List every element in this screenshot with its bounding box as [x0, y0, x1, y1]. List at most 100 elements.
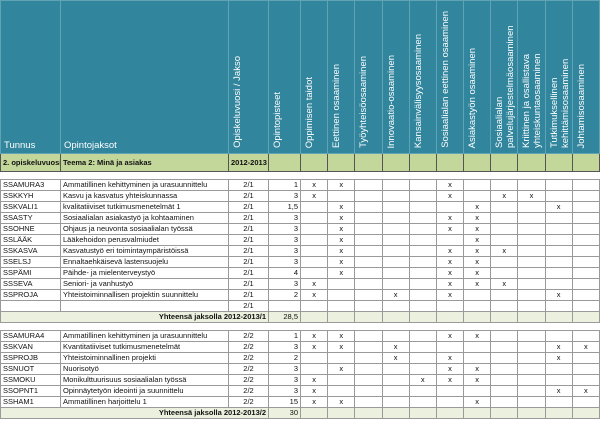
competency-mark: [381, 300, 410, 312]
total-credits: 30: [268, 407, 301, 419]
competency-mark: [408, 267, 437, 279]
competency-mark: [381, 330, 410, 342]
section-cell: [544, 153, 573, 172]
section-cell: [463, 153, 492, 172]
competency-mark: [517, 267, 546, 279]
competency-mark: [544, 267, 573, 279]
course-cell: 2/1: [228, 289, 269, 301]
competency-mark: [299, 245, 329, 257]
total-cell: [490, 407, 519, 419]
competency-mark: x: [435, 289, 465, 301]
competency-mark: x: [463, 234, 492, 246]
total-cell: [571, 407, 600, 419]
course-cell: SSLÄÄK: [0, 234, 61, 246]
competency-mark: [327, 278, 356, 290]
competency-mark: [571, 289, 600, 301]
competency-mark: [463, 300, 492, 312]
course-cell: Kasvu ja kasvatus yhteiskunnassa: [60, 190, 229, 202]
competency-mark: [381, 234, 410, 246]
column-header-text: Kansainvälisyysosaaminen: [412, 33, 424, 148]
competency-mark: x: [435, 267, 465, 279]
competency-mark: [408, 234, 437, 246]
competency-mark: [381, 385, 410, 397]
section-cell: [490, 153, 519, 172]
column-header-text: Sosiaalialan eettinen osaaminen: [439, 11, 451, 148]
competency-mark: [517, 234, 546, 246]
competency-mark: [381, 267, 410, 279]
course-cell: SSAMURA3: [0, 179, 61, 191]
course-cell: SSKASVA: [0, 245, 61, 257]
competency-mark: [490, 330, 519, 342]
competency-mark: [408, 201, 437, 213]
total-row: Yhteensä jaksolla 2012-2013/2 30: [0, 407, 600, 419]
competency-mark: x: [490, 245, 519, 257]
course-cell: SSAMURA4: [0, 330, 61, 342]
section-cell: 2. opiskeluvuosi: [0, 153, 61, 172]
course-row: SSAMURA4 Ammatillinen kehittyminen ja ura…: [0, 330, 600, 342]
column-header: Johtamisosaaminen: [571, 0, 600, 154]
competency-mark: [381, 179, 410, 191]
competency-mark: x: [327, 223, 356, 235]
competency-mark: [544, 396, 573, 408]
course-cell: 15: [268, 396, 301, 408]
competency-mark: x: [299, 179, 329, 191]
course-row: SSPÄMI Päihde- ja mielenterveystyö 2/1 4 x x x: [0, 267, 600, 279]
competency-mark: x: [490, 278, 519, 290]
competency-mark: [517, 330, 546, 342]
total-cell: [517, 311, 546, 323]
competency-mark: [571, 352, 600, 364]
total-cell: [490, 311, 519, 323]
course-cell: 2/1: [228, 267, 269, 279]
course-cell: [268, 300, 301, 312]
competency-mark: x: [327, 179, 356, 191]
competency-mark: [463, 352, 492, 364]
competency-mark: x: [327, 363, 356, 375]
competency-mark: [354, 201, 383, 213]
competency-mark: [571, 212, 600, 224]
competency-mark: x: [435, 190, 465, 202]
course-cell: Seniori- ja vanhustyö: [60, 278, 229, 290]
competency-mark: [381, 201, 410, 213]
competency-mark: [299, 223, 329, 235]
course-cell: 3: [268, 223, 301, 235]
column-header-text: Eettinen osaaminen: [331, 64, 343, 148]
spacer-row: [0, 171, 600, 180]
course-cell: 2: [268, 352, 301, 364]
total-cell: [299, 407, 329, 419]
competency-mark: [381, 223, 410, 235]
competency-mark: x: [435, 179, 465, 191]
competency-mark: x: [327, 212, 356, 224]
section-cell: Teema 2: Minä ja asiakas: [60, 153, 229, 172]
competency-mark: [490, 363, 519, 375]
competency-mark: [517, 374, 546, 386]
course-cell: Ohjaus ja neuvonta sosiaalialan työssä: [60, 223, 229, 235]
competency-mark: [354, 385, 383, 397]
course-cell: Lääkehoidon perusvalmiudet: [60, 234, 229, 246]
competency-mark: [299, 234, 329, 246]
course-cell: SSHAM1: [0, 396, 61, 408]
course-cell: 3: [268, 190, 301, 202]
column-header: Innovaatio-osaaminen: [381, 0, 410, 154]
course-cell: Nuorisotyö: [60, 363, 229, 375]
competency-mark: x: [544, 201, 573, 213]
competency-mark: [490, 223, 519, 235]
competency-mark: x: [381, 352, 410, 364]
course-row: SSPROJB Yhteistoiminnallinen projekti 2/2 2…: [0, 352, 600, 364]
column-header: Sosiaalialan palvelujärjestelmäosaaminen: [490, 0, 519, 154]
competency-mark: [490, 341, 519, 353]
competency-mark: [435, 300, 465, 312]
competency-mark: [435, 385, 465, 397]
course-cell: 3: [268, 374, 301, 386]
competency-mark: x: [299, 278, 329, 290]
course-cell: 3: [268, 234, 301, 246]
competency-mark: x: [299, 289, 329, 301]
course-row: SSSEVA Seniori- ja vanhustyö 2/1 3 x x x x: [0, 278, 600, 290]
course-cell: Yhteistoiminnallinen projekti: [60, 352, 229, 364]
competency-mark: x: [435, 256, 465, 268]
total-cell: [408, 311, 437, 323]
competency-mark: [463, 385, 492, 397]
competency-mark: x: [435, 278, 465, 290]
competency-mark: [408, 289, 437, 301]
course-cell: Sosiaalialan asiakastyö ja kohtaaminen: [60, 212, 229, 224]
competency-mark: [381, 190, 410, 202]
